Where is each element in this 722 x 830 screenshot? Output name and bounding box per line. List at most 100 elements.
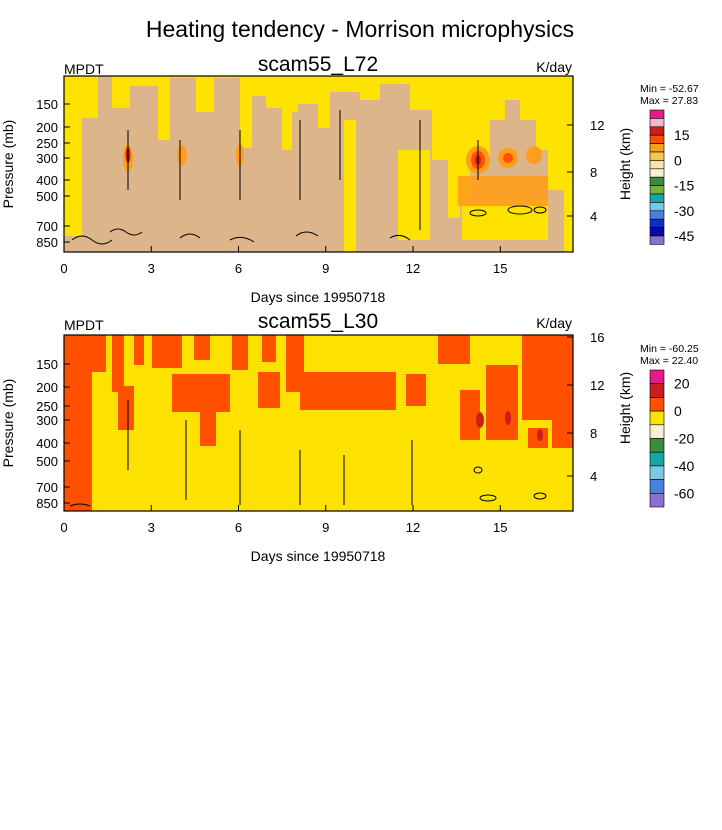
colorbar-label: -15 [674,178,694,194]
x-tick-label: 0 [60,261,67,276]
panel-top-colorbar: Min = -52.67 Max = 27.83 15 0 -15 -30 -45 [640,83,699,245]
y-tick-label: 700 [36,219,58,234]
panel-bottom-orange-region [92,335,106,372]
panel-bottom-orange-region [64,335,92,511]
y-tick-label: 700 [36,480,58,495]
panel-bottom-heating-cell [476,412,484,428]
panel-bottom-unit-label: K/day [536,315,572,331]
colorbar-swatch [649,185,665,195]
colorbar-swatch [649,193,665,203]
panel-top-left-label: MPDT [64,61,104,77]
x-tick-label: 3 [148,520,155,535]
panel-bottom: scam55_L30 MPDT K/day [0,310,699,564]
panel-top-plot-area [63,75,574,253]
panel-bottom-y2-ticks: 4 8 12 16 [567,330,604,484]
y-tick-label: 150 [36,357,58,372]
colorbar-swatch [649,492,665,508]
colorbar-swatch [649,438,665,453]
colorbar-swatch [649,227,665,237]
panel-bottom-heating-cell [505,411,511,425]
panel-top-heating-cell [458,176,548,206]
colorbar-swatch [649,176,665,186]
y-tick-label: 500 [36,189,58,204]
y2-tick-label: 4 [590,209,597,224]
y-tick-label: 850 [36,496,58,511]
y-tick-label: 200 [36,380,58,395]
panel-top: scam55_L72 MPDT K/day [0,53,699,305]
colorbar-swatch [649,383,665,398]
panel-top-title: scam55_L72 [258,53,378,76]
panel-bottom-y-axis-label: Pressure (mb) [0,379,16,468]
colorbar-swatch [649,160,665,170]
x-tick-label: 6 [235,261,242,276]
y2-tick-label: 4 [590,469,597,484]
colorbar-swatch [649,465,665,480]
colorbar-swatch [649,235,665,245]
x-tick-label: 9 [322,520,329,535]
panel-top-yellow-region [344,120,356,252]
y-tick-label: 200 [36,120,58,135]
panel-top-heating-cell [526,146,542,164]
panel-bottom-x-ticks: 0 3 6 9 12 15 [60,505,508,535]
y2-tick-label: 8 [590,426,597,441]
panel-bottom-heating-cell [537,429,543,441]
x-tick-label: 15 [493,520,507,535]
y-tick-label: 400 [36,436,58,451]
main-title: Heating tendency - Morrison microphysics [146,16,574,42]
x-tick-label: 9 [322,261,329,276]
panel-bottom-orange-region [232,335,248,370]
y-tick-label: 250 [36,136,58,151]
y-tick-label: 150 [36,97,58,112]
y-tick-label: 250 [36,399,58,414]
panel-top-yellow-region [64,76,573,252]
y2-tick-label: 8 [590,165,597,180]
colorbar-swatch [649,109,665,119]
panel-bottom-min-text: Min = -60.25 [640,343,699,355]
x-tick-label: 12 [406,261,420,276]
y-tick-label: 400 [36,173,58,188]
panel-top-frame [63,75,574,253]
y2-tick-label: 16 [590,330,604,345]
y-tick-label: 300 [36,413,58,428]
x-tick-label: 3 [148,261,155,276]
panel-bottom-plot-area [63,334,574,512]
colorbar-swatch [649,210,665,220]
colorbar-swatch [649,397,665,412]
panel-bottom-orange-region [286,335,304,392]
panel-top-x-axis-label: Days since 19950718 [251,289,386,305]
colorbar-swatch [649,202,665,212]
colorbar-label: -20 [674,431,694,447]
colorbar-label: -40 [674,458,694,474]
y-tick-label: 850 [36,235,58,250]
x-tick-label: 12 [406,520,420,535]
panel-bottom-orange-region [258,372,280,408]
panel-top-yellow-region [462,200,548,240]
panel-bottom-orange-region [118,386,134,430]
y-tick-label: 300 [36,151,58,166]
panel-bottom-y2-axis-label: Height (km) [617,372,633,444]
colorbar-swatch [649,126,665,136]
panel-top-y2-axis-label: Height (km) [617,128,633,200]
panel-bottom-orange-region [172,374,230,446]
panel-bottom-orange-region [300,372,396,410]
panel-top-min-text: Min = -52.67 [640,83,699,95]
colorbar-label: -30 [674,203,694,219]
panel-bottom-orange-region [262,335,276,362]
panel-top-cooling-contours [71,110,547,245]
y2-tick-label: 12 [590,118,604,133]
panel-bottom-orange-region [152,335,182,368]
colorbar-label: 15 [674,127,690,143]
panel-bottom-orange-region [406,374,426,406]
colorbar-label: 0 [674,403,682,419]
x-tick-label: 15 [493,261,507,276]
colorbar-swatch [649,218,665,228]
colorbar-label: 0 [674,152,682,168]
colorbar-swatch [649,151,665,161]
colorbar-label: -45 [674,228,694,244]
panel-top-y-axis-label: Pressure (mb) [0,120,16,209]
